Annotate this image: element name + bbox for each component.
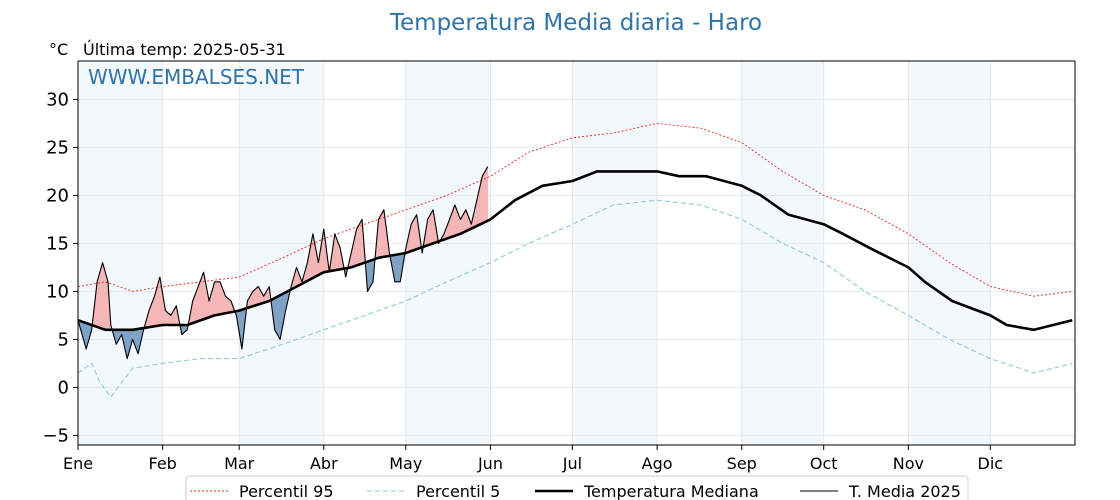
month-band <box>405 61 491 445</box>
y-tick-label: 25 <box>46 137 69 158</box>
month-band <box>78 61 163 445</box>
warm-anomaly-fill <box>486 165 489 222</box>
watermark: WWW.EMBALSES.NET <box>88 65 305 89</box>
legend-box <box>185 475 969 500</box>
y-tick-label: 30 <box>46 89 69 110</box>
x-tick-label: Ago <box>642 454 673 473</box>
series-line-3 <box>77 166 489 360</box>
x-tick-label: Abr <box>310 454 338 473</box>
x-tick-label: Mar <box>224 454 255 473</box>
x-tick-label: Sep <box>727 454 757 473</box>
month-band <box>908 61 991 445</box>
x-tick-label: May <box>389 454 422 473</box>
plot-frame <box>77 60 1076 446</box>
chart-title: Temperatura Media diaria - Haro <box>389 10 762 36</box>
x-tick-label: Feb <box>149 454 177 473</box>
y-tick-label: 10 <box>46 281 69 302</box>
month-bands <box>78 61 991 445</box>
y-tick-label: 20 <box>46 185 69 206</box>
x-tick-label: Jun <box>477 454 503 473</box>
y-axis: −5 0 5 10 15 20 25 30 <box>42 89 78 446</box>
legend-label-2: Temperatura Mediana <box>583 482 759 500</box>
x-tick-label: Ene <box>63 454 93 473</box>
month-band <box>572 61 658 445</box>
series-line-0 <box>77 122 1073 297</box>
x-axis: Ene Feb Mar Abr May Jun Jul Ago Sep Oct Nov Dic <box>63 445 1003 473</box>
series-line-1 <box>77 199 1073 398</box>
legend-label-3: T. Media 2025 <box>848 482 961 500</box>
y-tick-label: 0 <box>58 377 69 398</box>
y-tick-label: 5 <box>58 329 69 350</box>
x-tick-label: Jul <box>562 454 582 473</box>
y-tick-label: −5 <box>42 425 69 446</box>
x-tick-label: Nov <box>893 454 924 473</box>
legend-label-1: Percentil 5 <box>416 482 500 500</box>
y-tick-label: 15 <box>46 233 69 254</box>
x-tick-label: Oct <box>810 454 838 473</box>
x-tick-label: Dic <box>978 454 1004 473</box>
series-lines <box>77 122 1073 398</box>
unit-label: °C <box>49 40 68 59</box>
last-reading-label: Última temp: 2025-05-31 <box>83 40 286 59</box>
legend-label-0: Percentil 95 <box>239 482 334 500</box>
month-band <box>741 61 824 445</box>
legend: Percentil 95 Percentil 5 Temperatura Media… <box>185 475 969 500</box>
